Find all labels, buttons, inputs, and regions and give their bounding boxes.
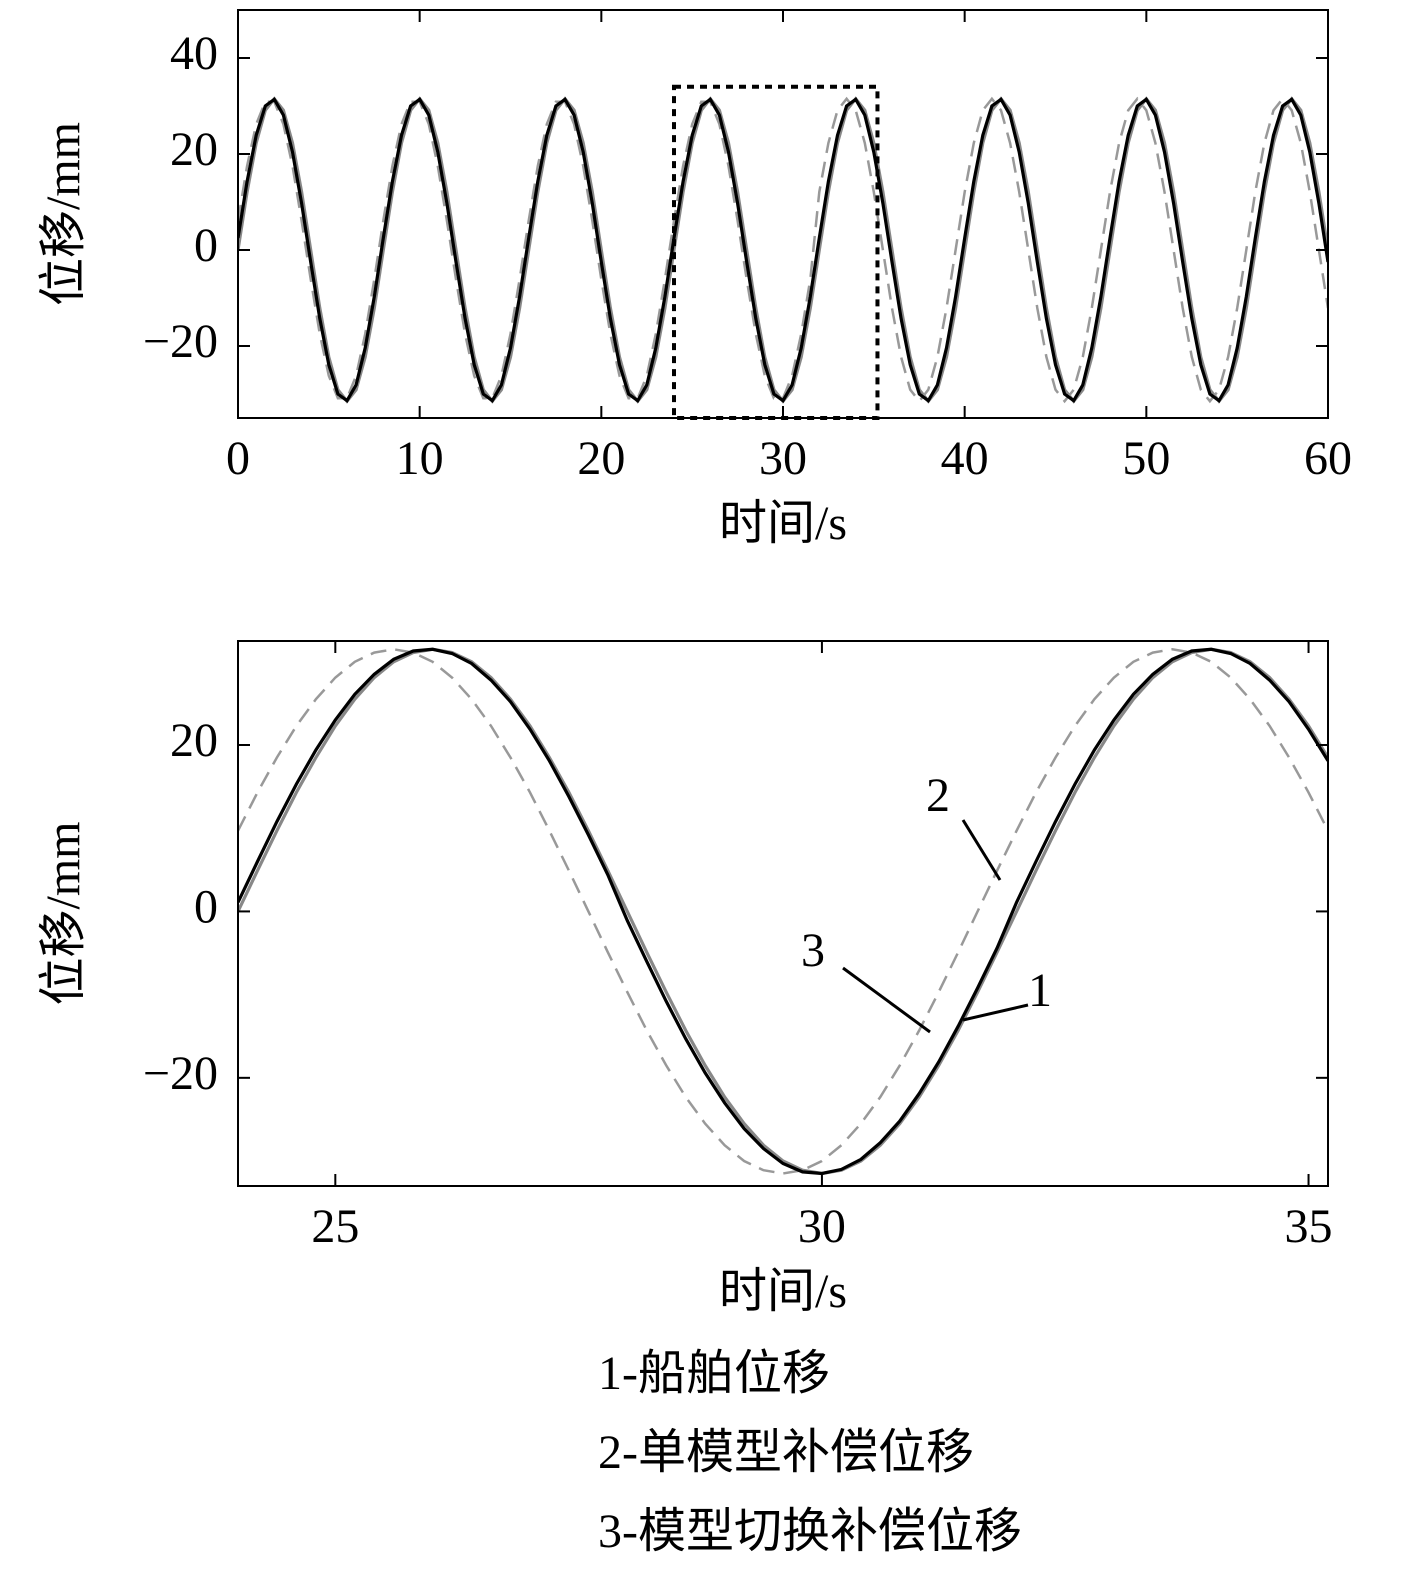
y-tick-label: −20 xyxy=(143,315,218,368)
x-tick-label: 20 xyxy=(577,432,625,485)
zoom-box xyxy=(672,84,880,421)
series-line xyxy=(238,647,1328,1176)
annotation-leader xyxy=(961,819,1002,881)
y-axis-label: 位移/mm xyxy=(37,821,90,1005)
x-tick-label: 10 xyxy=(396,432,444,485)
x-axis-label: 时间/s xyxy=(719,1265,847,1318)
x-tick-label: 0 xyxy=(226,432,250,485)
y-tick-label: 0 xyxy=(194,219,218,272)
x-tick-label: 30 xyxy=(759,432,807,485)
y-tick-label: 0 xyxy=(194,880,218,933)
y-tick-label: 20 xyxy=(170,714,218,767)
x-axis-label: 时间/s xyxy=(719,497,847,550)
series-line xyxy=(238,96,1328,404)
plot-frame xyxy=(237,640,1329,1187)
annotation: 2 xyxy=(926,769,950,822)
x-tick-label: 25 xyxy=(311,1200,359,1253)
series-line xyxy=(238,647,1328,1176)
x-tick-label: 50 xyxy=(1122,432,1170,485)
x-tick-label: 60 xyxy=(1304,432,1352,485)
annotation: 3 xyxy=(801,924,825,977)
annotation-leader xyxy=(962,1003,1029,1022)
x-tick-label: 35 xyxy=(1285,1200,1333,1253)
plot-frame xyxy=(237,9,1329,419)
legend-entry: 1-船舶位移 xyxy=(598,1347,830,1400)
y-tick-label: −20 xyxy=(143,1047,218,1100)
y-tick-label: 20 xyxy=(170,123,218,176)
x-tick-label: 40 xyxy=(941,432,989,485)
x-tick-label: 30 xyxy=(798,1200,846,1253)
annotation: 1 xyxy=(1028,964,1052,1017)
y-axis-label: 位移/mm xyxy=(37,122,90,306)
legend-entry: 2-单模型补偿位移 xyxy=(598,1426,974,1479)
series-line xyxy=(238,96,1328,404)
series-line xyxy=(238,648,1328,1175)
y-tick-label: 40 xyxy=(170,27,218,80)
annotation-leader xyxy=(842,966,931,1034)
legend-entry: 3-模型切换补偿位移 xyxy=(598,1505,1022,1558)
